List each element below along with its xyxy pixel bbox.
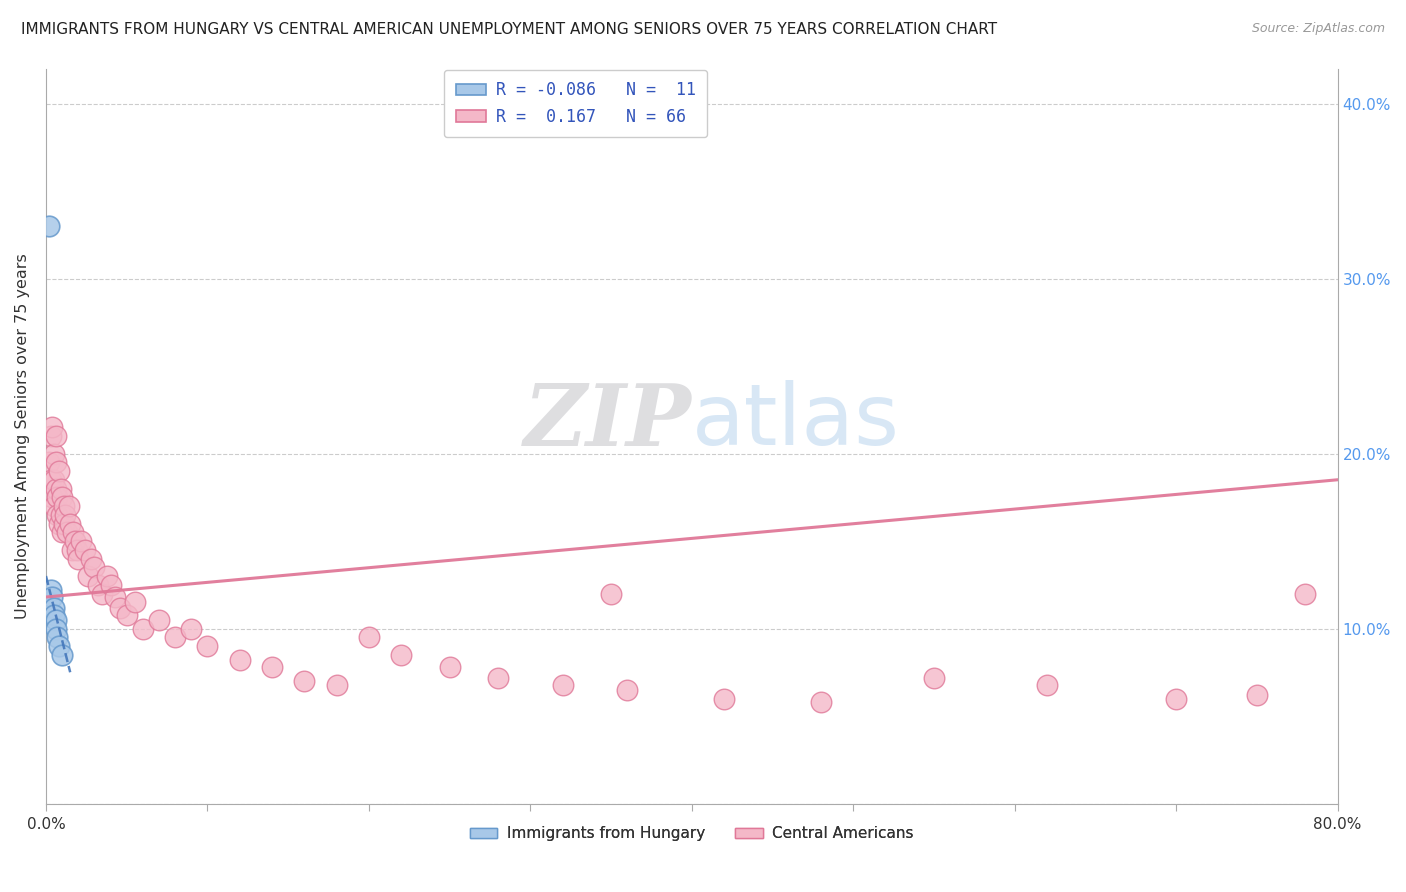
Point <box>180 622 202 636</box>
Point <box>38 219 60 233</box>
Point <box>1166 691 1188 706</box>
Point <box>80 551 103 566</box>
Point <box>42 600 65 615</box>
Point <box>48 516 70 531</box>
Point <box>51 525 73 540</box>
Text: IMMIGRANTS FROM HUNGARY VS CENTRAL AMERICAN UNEMPLOYMENT AMONG SENIORS OVER 75 Y: IMMIGRANTS FROM HUNGARY VS CENTRAL AMERI… <box>21 22 997 37</box>
Point <box>810 695 832 709</box>
Point <box>39 473 62 487</box>
Point <box>70 534 93 549</box>
Point <box>1246 688 1268 702</box>
Point <box>600 586 623 600</box>
Point <box>48 639 70 653</box>
Point <box>439 660 461 674</box>
Point <box>59 516 82 531</box>
Point <box>83 560 105 574</box>
Y-axis label: Unemployment Among Seniors over 75 years: Unemployment Among Seniors over 75 years <box>15 253 30 619</box>
Text: atlas: atlas <box>692 380 900 463</box>
Point <box>58 499 80 513</box>
Point <box>124 595 146 609</box>
Point <box>41 420 63 434</box>
Point <box>67 551 90 566</box>
Point <box>39 429 62 443</box>
Point <box>86 578 108 592</box>
Point <box>45 429 67 443</box>
Point <box>228 653 250 667</box>
Point <box>41 490 63 504</box>
Point <box>486 671 509 685</box>
Point <box>115 607 138 622</box>
Point <box>104 590 127 604</box>
Point <box>42 499 65 513</box>
Point <box>49 508 72 522</box>
Point <box>46 508 69 522</box>
Point <box>325 677 347 691</box>
Point <box>42 446 65 460</box>
Point <box>1036 677 1059 691</box>
Point <box>45 455 67 469</box>
Point <box>1294 586 1316 600</box>
Point <box>38 595 60 609</box>
Point <box>45 613 67 627</box>
Point <box>616 682 638 697</box>
Point <box>51 648 73 662</box>
Point <box>66 542 89 557</box>
Point <box>48 464 70 478</box>
Point <box>53 508 76 522</box>
Point <box>91 586 114 600</box>
Point <box>389 648 412 662</box>
Point <box>63 534 86 549</box>
Legend: Immigrants from Hungary, Central Americans: Immigrants from Hungary, Central America… <box>464 820 920 847</box>
Point <box>45 622 67 636</box>
Point <box>96 569 118 583</box>
Text: ZIP: ZIP <box>524 380 692 463</box>
Point <box>922 671 945 685</box>
Point <box>260 660 283 674</box>
Point <box>110 600 132 615</box>
Point <box>165 630 187 644</box>
Point <box>62 525 84 540</box>
Point <box>60 542 83 557</box>
Point <box>46 630 69 644</box>
Point <box>46 490 69 504</box>
Point <box>49 482 72 496</box>
Point <box>51 490 73 504</box>
Point <box>56 525 79 540</box>
Point <box>77 569 100 583</box>
Point <box>41 590 63 604</box>
Point <box>357 630 380 644</box>
Point <box>42 473 65 487</box>
Point <box>73 542 96 557</box>
Point <box>42 607 65 622</box>
Point <box>52 516 75 531</box>
Point <box>197 639 219 653</box>
Text: Source: ZipAtlas.com: Source: ZipAtlas.com <box>1251 22 1385 36</box>
Point <box>551 677 574 691</box>
Point <box>52 499 75 513</box>
Point <box>100 578 122 592</box>
Point <box>39 582 62 597</box>
Point <box>292 673 315 688</box>
Point <box>45 482 67 496</box>
Point <box>148 613 170 627</box>
Point <box>713 691 735 706</box>
Point <box>132 622 155 636</box>
Point <box>38 455 60 469</box>
